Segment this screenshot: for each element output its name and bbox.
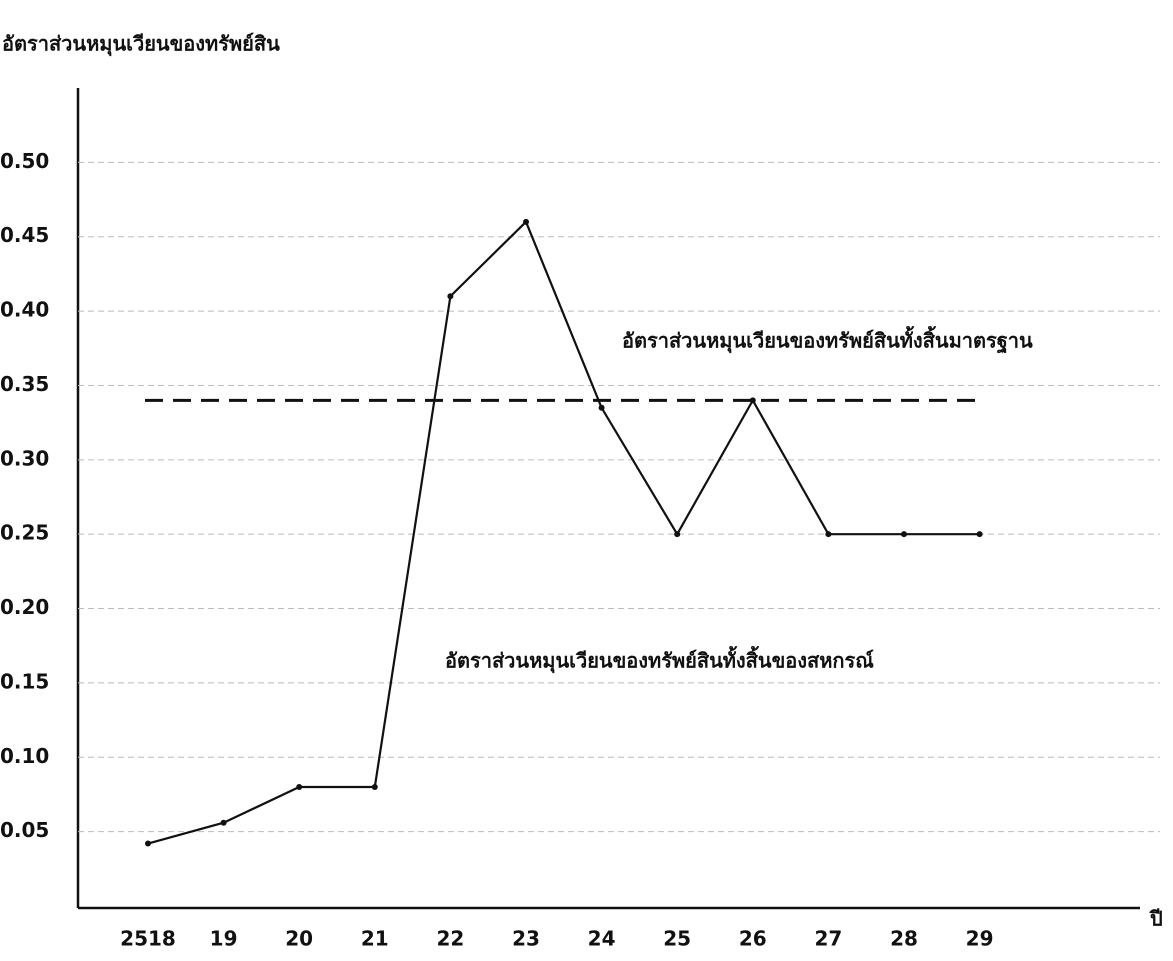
point [145,840,151,847]
y-tick-label: 0.35 [0,372,49,396]
point [447,293,454,300]
x-tick-label: 19 [210,927,238,951]
y-tick-label: 0.20 [0,595,49,619]
y-tick-label: 0.05 [0,818,49,842]
y-tick-label: 0.50 [0,149,49,173]
x-tick-label: 21 [361,927,389,951]
x-tick-label: 25 [663,927,691,951]
y-tick-label: 0.40 [0,298,49,322]
y-tick-label: 0.10 [0,744,49,768]
y-tick-label: 0.15 [0,669,49,693]
x-tick-label: 24 [588,927,616,951]
x-tick-label: 22 [436,927,464,951]
point [296,784,303,791]
point [749,397,756,404]
point [523,218,529,225]
series-label: อัตราส่วนหมุนเวียนของทรัพย์สินทั้งสิ้นขอ… [445,646,874,674]
point [674,531,681,538]
reference-label: อัตราส่วนหมุนเวียนของทรัพย์สินทั้งสิ้นมา… [622,326,1033,355]
x-tick-label: 27 [814,927,842,951]
x-tick-label: 28 [890,927,918,951]
x-tick-label: 29 [966,927,994,951]
point [825,531,832,538]
y-tick-label: 0.30 [0,446,49,470]
x-tick-label: 23 [512,927,540,951]
y-axis-label: อัตราส่วนหมุนเวียนของทรัพย์สิน [2,32,280,57]
point [901,531,907,538]
point [220,819,227,826]
point [371,784,378,791]
y-tick-label: 0.45 [0,223,49,247]
x-tick-label: 20 [285,927,313,951]
x-tick-label: 26 [739,927,767,951]
point [598,404,605,411]
x-axis-label: ปี [1149,907,1163,931]
point [976,531,983,538]
series-line [147,219,980,845]
y-tick-label: 0.25 [0,521,49,545]
x-tick-label: 2518 [120,927,176,951]
